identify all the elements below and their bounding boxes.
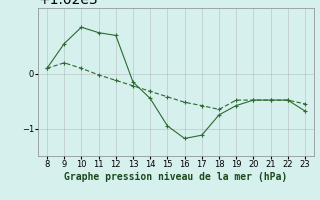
X-axis label: Graphe pression niveau de la mer (hPa): Graphe pression niveau de la mer (hPa) (64, 172, 288, 182)
